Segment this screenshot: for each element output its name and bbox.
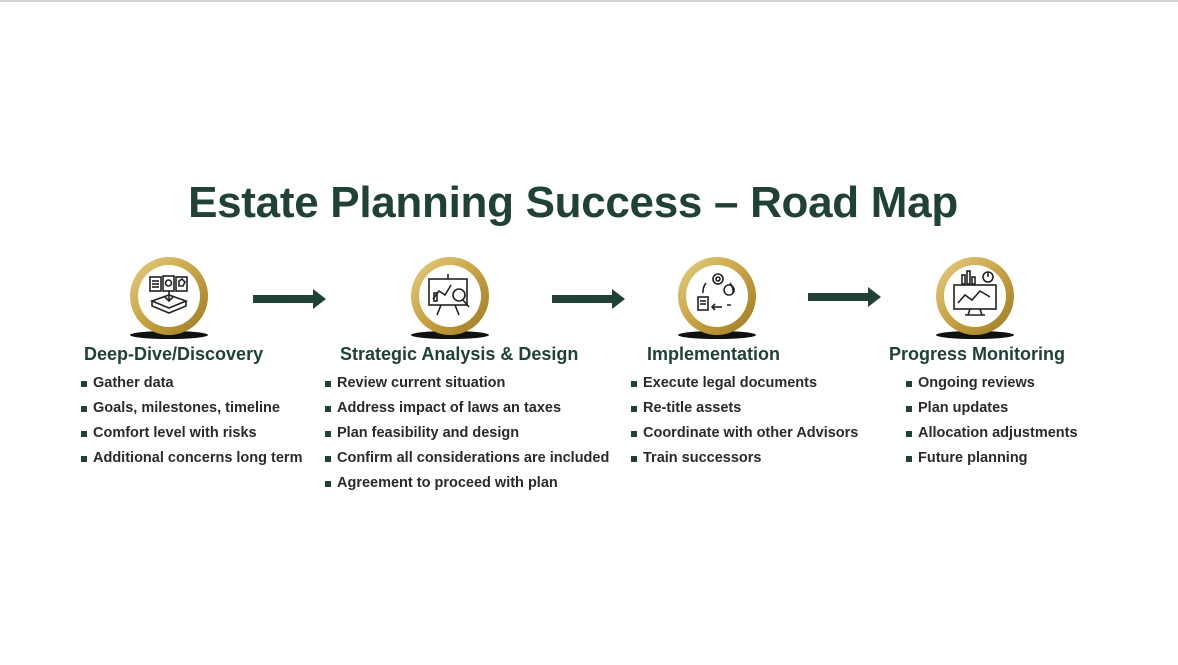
list-item: Future planning xyxy=(906,449,1078,474)
list-item: Coordinate with other Advisors xyxy=(631,424,858,449)
flow-arrow-icon xyxy=(253,288,327,310)
bullet-marker xyxy=(81,431,87,437)
list-item: Review current situation xyxy=(325,374,609,399)
list-item-text: Goals, milestones, timeline xyxy=(93,400,280,416)
list-item: Agreement to proceed with plan xyxy=(325,474,609,499)
list-item-text: Allocation adjustments xyxy=(918,425,1078,441)
list-item: Ongoing reviews xyxy=(906,374,1078,399)
step-title-monitoring: Progress Monitoring xyxy=(889,344,1066,364)
page-title: Estate Planning Success – Road Map xyxy=(188,178,958,227)
step-title-analysis: Strategic Analysis & Design xyxy=(340,344,579,364)
bullet-marker xyxy=(325,456,331,462)
bullet-list-monitoring: Ongoing reviews Plan updates Allocation … xyxy=(906,374,1078,474)
list-item-text: Future planning xyxy=(918,450,1028,466)
bullet-list-discovery: Gather data Goals, milestones, timeline … xyxy=(81,374,302,474)
step-title-discovery: Deep-Dive/Discovery xyxy=(84,344,264,364)
list-item: Confirm all considerations are included xyxy=(325,449,609,474)
list-item-text: Additional concerns long term xyxy=(93,450,303,466)
monitor-dashboard-icon xyxy=(934,255,1016,347)
bullet-marker xyxy=(906,456,912,462)
flow-arrow-icon xyxy=(552,288,626,310)
bullet-marker xyxy=(81,406,87,412)
bullet-list-analysis: Review current situation Address impact … xyxy=(325,374,609,499)
bullet-list-implementation: Execute legal documents Re-title assets … xyxy=(631,374,858,474)
bullet-marker xyxy=(906,406,912,412)
bullet-marker xyxy=(631,456,637,462)
list-item-text: Agreement to proceed with plan xyxy=(337,475,558,491)
bullet-marker xyxy=(906,381,912,387)
list-item-text: Re-title assets xyxy=(643,400,742,416)
bullet-marker xyxy=(81,456,87,462)
bullet-marker xyxy=(325,481,331,487)
bullet-marker xyxy=(325,381,331,387)
list-item-text: Address impact of laws an taxes xyxy=(337,400,562,416)
list-item: Train successors xyxy=(631,449,858,474)
step-title-implementation: Implementation xyxy=(647,344,781,364)
list-item: Goals, milestones, timeline xyxy=(81,399,302,424)
bullet-marker xyxy=(906,431,912,437)
list-item-text: Coordinate with other Advisors xyxy=(643,425,859,441)
list-item-text: Train successors xyxy=(643,450,762,466)
list-item: Gather data xyxy=(81,374,302,399)
list-item-text: Gather data xyxy=(93,375,174,391)
list-item-text: Comfort level with risks xyxy=(93,425,257,441)
process-cycle-icon xyxy=(676,255,758,347)
list-item-text: Plan feasibility and design xyxy=(337,425,520,441)
list-item: Execute legal documents xyxy=(631,374,858,399)
bullet-marker xyxy=(81,381,87,387)
documents-inbox-icon xyxy=(128,255,210,347)
presentation-analysis-icon xyxy=(409,255,491,347)
list-item-text: Plan updates xyxy=(918,400,1009,416)
list-item: Plan feasibility and design xyxy=(325,424,609,449)
list-item-text: Review current situation xyxy=(337,375,506,391)
list-item: Allocation adjustments xyxy=(906,424,1078,449)
bullet-marker xyxy=(325,406,331,412)
list-item-text: Confirm all considerations are included xyxy=(337,450,610,466)
list-item: Additional concerns long term xyxy=(81,449,302,474)
list-item: Address impact of laws an taxes xyxy=(325,399,609,424)
bullet-marker xyxy=(631,381,637,387)
top-divider xyxy=(0,0,1178,2)
list-item-text: Execute legal documents xyxy=(643,375,818,391)
bullet-marker xyxy=(631,431,637,437)
bullet-marker xyxy=(325,431,331,437)
list-item: Plan updates xyxy=(906,399,1078,424)
flow-arrow-icon xyxy=(808,286,882,308)
list-item-text: Ongoing reviews xyxy=(918,375,1035,391)
bullet-marker xyxy=(631,406,637,412)
list-item: Comfort level with risks xyxy=(81,424,302,449)
list-item: Re-title assets xyxy=(631,399,858,424)
